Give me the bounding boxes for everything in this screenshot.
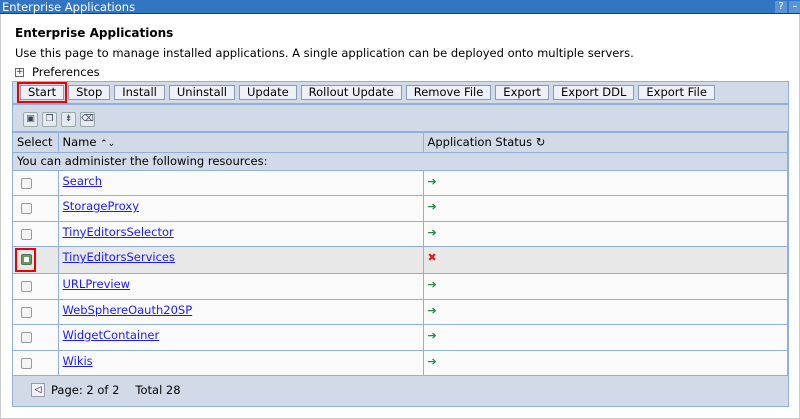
pagination: ◁ Page: 2 of 2 Total 28	[13, 374, 788, 406]
name-cell: Wikis	[58, 350, 424, 376]
started-icon: ➔	[427, 354, 437, 368]
table-row: Wikis ➔	[13, 350, 788, 376]
started-icon: ➔	[427, 278, 437, 291]
status-header: Application Status ↻	[423, 133, 788, 153]
status-cell: ➔	[423, 195, 788, 222]
row-checkbox[interactable]	[21, 281, 32, 292]
minimize-button[interactable]: –	[789, 1, 800, 13]
window-titlebar: Enterprise Applications ? –	[0, 0, 800, 14]
deselect-all-icon[interactable]: ❐	[42, 111, 57, 127]
application-link[interactable]: WebSphereOauth20SP	[62, 302, 193, 317]
application-link[interactable]: Search	[62, 173, 103, 188]
status-cell: ➔	[423, 350, 788, 376]
name-cell: StorageProxy	[58, 195, 424, 222]
select-cell	[13, 221, 59, 247]
status-cell: ➔	[423, 221, 788, 247]
clear-filter-icon[interactable]: ⌫	[80, 111, 95, 127]
table-row: TinyEditorsServices ✖	[13, 246, 788, 274]
started-icon: ➔	[427, 225, 437, 239]
application-link[interactable]: Wikis	[62, 353, 93, 368]
started-icon: ➔	[427, 303, 437, 317]
page-title: Enterprise Applications	[15, 26, 174, 40]
remove-file-button[interactable]: Remove File	[405, 85, 492, 100]
table-row: WebSphereOauth20SP ➔	[13, 299, 788, 325]
application-link[interactable]: StorageProxy	[62, 199, 140, 213]
table-row: StorageProxy ➔	[13, 195, 788, 222]
previous-page-button[interactable]: ◁	[31, 383, 45, 397]
start-button[interactable]: Start	[16, 82, 68, 103]
install-button[interactable]: Install	[114, 85, 165, 100]
table-row: Search ➔	[13, 170, 788, 196]
name-header[interactable]: Name ⌃⌄	[58, 133, 424, 153]
status-header-label: Application Status	[427, 135, 533, 150]
select-all-icon[interactable]: ▣	[23, 111, 38, 127]
uninstall-button[interactable]: Uninstall	[168, 85, 236, 100]
name-cell: TinyEditorsSelector	[58, 221, 424, 247]
table-row: WidgetContainer ➔	[13, 324, 788, 351]
row-checkbox[interactable]	[21, 228, 32, 240]
export-file-button[interactable]: Export File	[638, 85, 715, 100]
status-cell: ➔	[423, 299, 788, 325]
select-cell	[13, 170, 59, 196]
rollout-update-button[interactable]: Rollout Update	[300, 85, 402, 100]
started-icon: ➔	[427, 174, 437, 188]
select-cell	[13, 324, 59, 351]
info-row: You can administer the following resourc…	[13, 152, 788, 171]
row-checkbox[interactable]	[21, 306, 32, 318]
select-cell	[13, 273, 59, 300]
status-cell: ➔	[423, 170, 788, 196]
status-cell: ✖	[423, 246, 788, 274]
button-toolbar: Start Stop Install Uninstall Update Rollout U…	[13, 82, 788, 105]
help-button[interactable]: ?	[775, 1, 787, 13]
select-cell	[13, 195, 59, 222]
sort-icon[interactable]: ⌃⌄	[100, 139, 116, 150]
row-checkbox[interactable]	[21, 332, 32, 343]
export-ddl-button[interactable]: Export DDL	[552, 85, 635, 100]
name-cell: WidgetContainer	[58, 324, 424, 351]
row-checkbox[interactable]	[21, 177, 32, 189]
table-row: TinyEditorsSelector ➔	[13, 221, 788, 247]
table-row: URLPreview ➔	[13, 273, 788, 300]
preferences-toggle[interactable]: + Preferences	[15, 65, 100, 79]
name-header-label: Name	[62, 135, 97, 150]
name-cell: Search	[58, 170, 424, 196]
started-icon: ➔	[427, 329, 437, 342]
page-indicator: Page: 2 of 2	[51, 383, 120, 397]
window-title: Enterprise Applications	[2, 0, 136, 14]
total-count: Total 28	[135, 383, 181, 397]
name-cell: URLPreview	[58, 273, 424, 300]
export-button[interactable]: Export	[495, 85, 549, 100]
application-link[interactable]: URLPreview	[62, 277, 131, 291]
name-cell: TinyEditorsServices	[58, 246, 424, 274]
expand-icon: +	[15, 66, 24, 77]
application-link[interactable]: TinyEditorsSelector	[62, 224, 174, 239]
row-checkbox[interactable]	[21, 203, 32, 214]
status-cell: ➔	[423, 273, 788, 300]
row-checkbox[interactable]	[21, 254, 32, 265]
stop-button[interactable]: Stop	[68, 85, 111, 100]
application-link[interactable]: TinyEditorsServices	[62, 250, 175, 264]
row-checkbox[interactable]	[21, 357, 32, 369]
icon-toolbar: ▣ ❐ ⇟ ⌫	[13, 107, 788, 133]
select-cell	[13, 350, 59, 376]
expand-filter-icon[interactable]: ⇟	[61, 111, 76, 127]
name-cell: WebSphereOauth20SP	[58, 299, 424, 325]
select-cell	[13, 246, 59, 274]
update-button[interactable]: Update	[239, 85, 297, 100]
select-header: Select	[13, 133, 59, 153]
stopped-icon: ✖	[427, 251, 437, 264]
applications-table: Select Name ⌃⌄ Application Status ↻ You …	[13, 133, 788, 376]
status-cell: ➔	[423, 324, 788, 351]
selection-highlight	[15, 248, 36, 272]
application-link[interactable]: WidgetContainer	[62, 328, 160, 342]
applications-table-panel: Start Stop Install Uninstall Update Rollout U…	[12, 81, 789, 407]
select-cell	[13, 299, 59, 325]
preferences-label: Preferences	[32, 65, 100, 79]
refresh-icon[interactable]: ↻	[535, 135, 546, 150]
started-icon: ➔	[427, 200, 437, 213]
page-description: Use this page to manage installed applic…	[15, 46, 634, 60]
